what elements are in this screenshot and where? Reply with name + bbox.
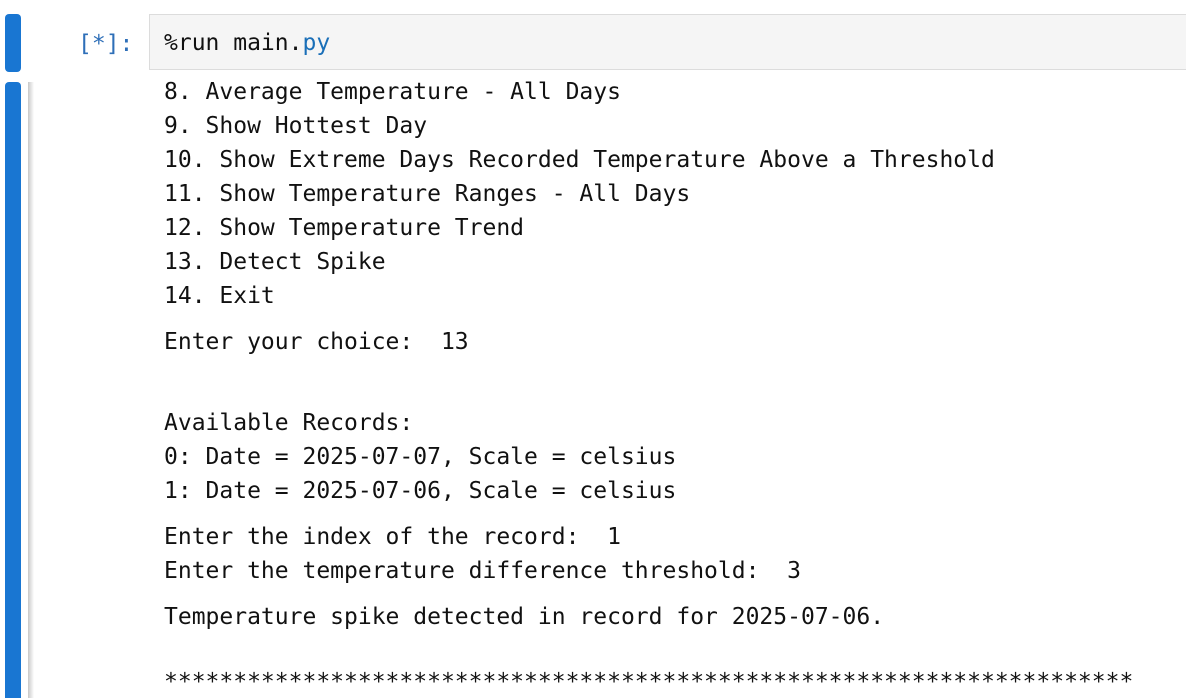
code-extension-text: py	[302, 30, 331, 56]
threshold-prompt: Enter the temperature difference thresho…	[164, 558, 801, 584]
separator-line: ****************************************…	[164, 669, 1134, 695]
output-area: 8. Average Temperature - All Days 9. Sho…	[34, 76, 1186, 698]
menu-item-13: 13. Detect Spike	[164, 249, 386, 275]
cell-selection-bar[interactable]	[5, 14, 21, 72]
menu-item-11: 11. Show Temperature Ranges - All Days	[164, 181, 691, 207]
execution-prompt: [*]:	[78, 31, 134, 57]
choice-prompt: Enter your choice: 13	[164, 329, 469, 355]
code-line[interactable]: %run main.py	[164, 27, 330, 59]
index-prompt: Enter the index of the record: 1	[164, 524, 621, 550]
menu-item-14: 14. Exit	[164, 283, 275, 309]
record-1: 1: Date = 2025-07-06, Scale = celsius	[164, 478, 677, 504]
output-scroll-shadow	[28, 82, 34, 698]
menu-item-8: 8. Average Temperature - All Days	[164, 79, 621, 105]
menu-item-12: 12. Show Temperature Trend	[164, 215, 525, 241]
menu-item-9: 9. Show Hottest Day	[164, 113, 428, 139]
result-message: Temperature spike detected in record for…	[164, 604, 885, 630]
code-magic-text: %run main.	[164, 30, 303, 56]
code-editor[interactable]: %run main.py	[149, 14, 1186, 70]
input-cell[interactable]: [*]: %run main.py	[0, 0, 1186, 76]
records-header: Available Records:	[164, 410, 414, 436]
output-collapse-bar[interactable]	[5, 82, 21, 698]
record-0: 0: Date = 2025-07-07, Scale = celsius	[164, 444, 677, 470]
menu-item-10: 10. Show Extreme Days Recorded Temperatu…	[164, 147, 995, 173]
